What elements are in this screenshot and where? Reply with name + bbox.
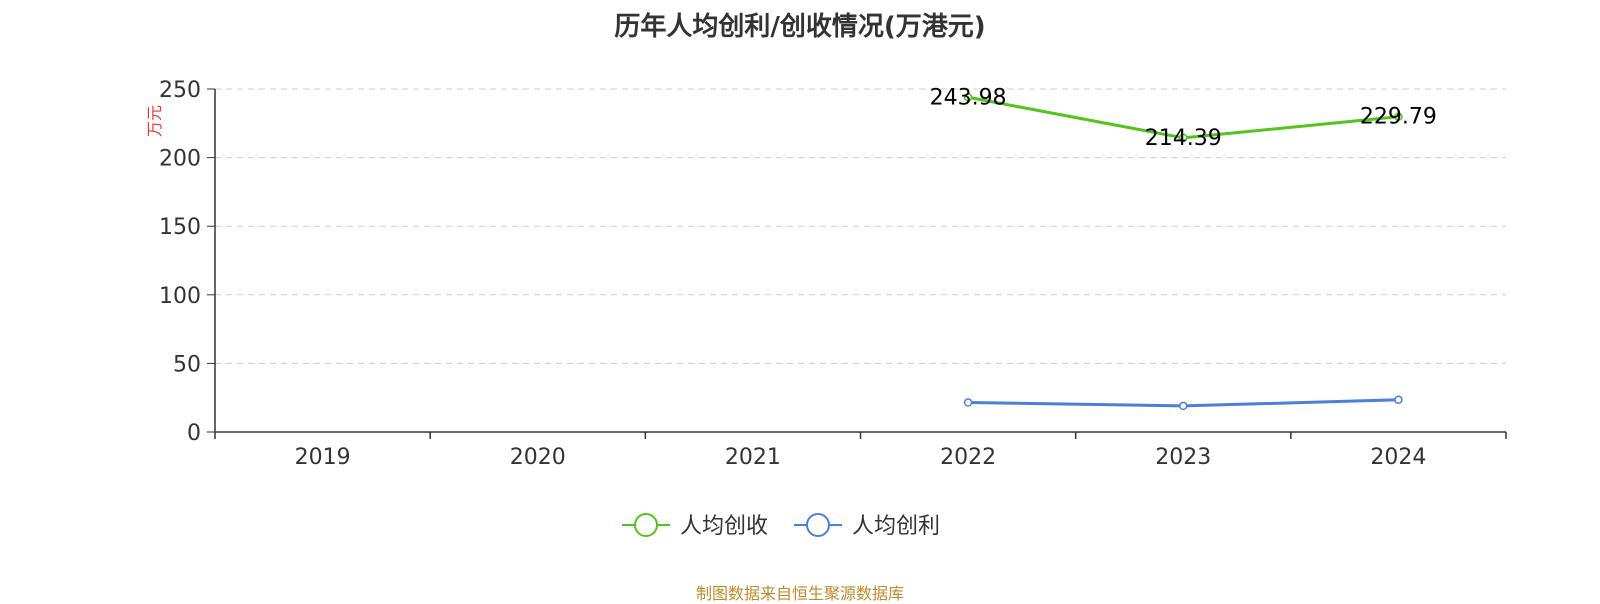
- data-label: 243.98: [930, 85, 1007, 110]
- x-tick-label: 2023: [1155, 445, 1211, 470]
- y-tick-label: 250: [159, 78, 201, 103]
- data-point: [1394, 395, 1403, 405]
- legend-marker: [634, 513, 658, 537]
- data-point: [1179, 401, 1188, 411]
- legend-marker: [806, 513, 830, 537]
- data-point: [963, 93, 973, 102]
- data-point: [963, 398, 973, 407]
- x-tick-label: 2020: [510, 445, 566, 470]
- y-tick-label: 100: [159, 284, 201, 309]
- chart-title: 历年人均创利/创收情况(万港元): [614, 12, 986, 42]
- x-tick-label: 2024: [1370, 445, 1426, 470]
- x-tick-label: 2019: [295, 445, 351, 470]
- source-note: 制图数据来自恒生聚源数据库: [695, 584, 904, 603]
- x-tick-label: 2021: [725, 445, 781, 470]
- y-axis-unit-label: 万元: [145, 105, 164, 137]
- x-tick-label: 2022: [940, 445, 996, 470]
- y-tick-label: 200: [159, 147, 201, 172]
- data-label: 229.79: [1360, 105, 1437, 130]
- data-point: [1179, 133, 1188, 143]
- data-label: 214.39: [1145, 126, 1222, 151]
- y-tick-label: 50: [173, 352, 201, 377]
- y-tick-label: 0: [187, 421, 201, 446]
- y-tick-label: 150: [159, 215, 201, 240]
- legend-label: 人均创收: [680, 514, 768, 539]
- data-point: [1394, 112, 1403, 121]
- legend-label: 人均创利: [852, 514, 940, 539]
